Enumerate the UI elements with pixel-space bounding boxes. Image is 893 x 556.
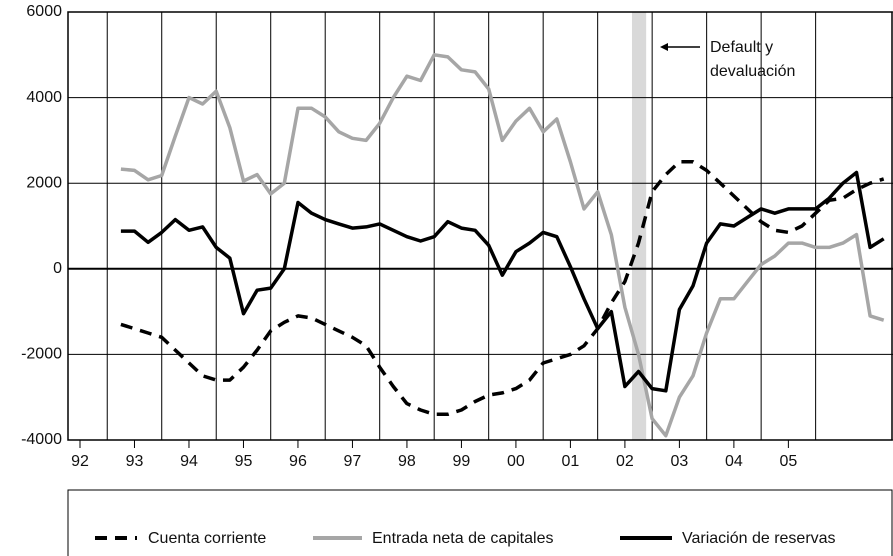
y-tick-label: 6000 xyxy=(26,3,62,20)
x-tick-label: 97 xyxy=(344,453,362,470)
annotation-arrowhead xyxy=(660,43,668,51)
y-tick-label: 0 xyxy=(53,260,62,277)
y-tick-label: -4000 xyxy=(21,431,62,448)
legend-label: Cuenta corriente xyxy=(148,530,266,547)
x-tick-label: 05 xyxy=(779,453,797,470)
x-tick-label: 02 xyxy=(616,453,634,470)
plot-area xyxy=(67,11,893,448)
x-tick-label: 01 xyxy=(562,453,580,470)
x-tick-label: 92 xyxy=(71,453,89,470)
y-tick-label: 4000 xyxy=(26,89,62,106)
legend-box xyxy=(67,489,893,556)
x-tick-label: 99 xyxy=(453,453,471,470)
x-tick-label: 03 xyxy=(670,453,688,470)
plot-frame xyxy=(67,11,893,441)
series-line xyxy=(120,160,885,417)
x-tick-label: 98 xyxy=(398,453,416,470)
x-tick-label: 00 xyxy=(507,453,525,470)
x-tick-label: 96 xyxy=(289,453,307,470)
series-line xyxy=(120,53,885,438)
y-tick-label: -2000 xyxy=(21,346,62,363)
legend-label: Variación de reservas xyxy=(682,530,836,547)
x-tick-label: 95 xyxy=(235,453,253,470)
x-tick-label: 93 xyxy=(126,453,144,470)
legend: Cuenta corriente Entrada neta de capitale… xyxy=(67,489,893,556)
y-tick-label: 2000 xyxy=(26,174,62,191)
x-tick-label: 04 xyxy=(725,453,743,470)
annotation: devaluación xyxy=(710,63,795,80)
series-line xyxy=(120,170,885,393)
legend-label: Entrada neta de capitales xyxy=(372,530,553,547)
shade-band xyxy=(631,12,647,440)
annotation: Default y xyxy=(710,39,773,56)
x-tick-label: 94 xyxy=(180,453,198,470)
